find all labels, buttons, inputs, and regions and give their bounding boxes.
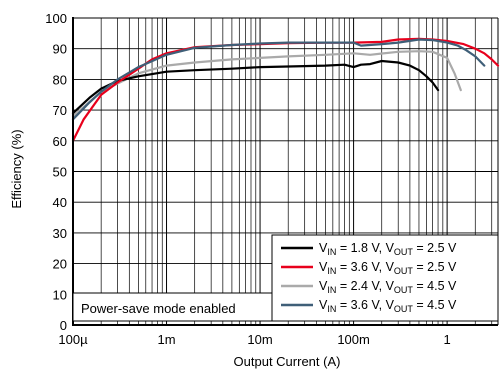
legend-label-subscript: OUT (394, 304, 414, 314)
annotation-text: Power-save mode enabled (81, 301, 236, 316)
y-tick-label: 20 (53, 257, 67, 272)
legend-label-part: = 4.5 V (413, 298, 457, 312)
y-tick-label: 60 (53, 134, 67, 149)
legend-label: VIN = 1.8 V, VOUT = 2.5 V (319, 241, 457, 257)
legend-label-part: V (319, 279, 328, 293)
legend-label-subscript: OUT (394, 247, 414, 257)
legend-label-subscript: IN (327, 304, 336, 314)
y-tick-label: 70 (53, 103, 67, 118)
y-axis-label: Efficiency (%) (9, 129, 24, 208)
x-tick-label: 1m (157, 332, 175, 347)
series-line (71, 38, 486, 121)
legend-label-subscript: IN (327, 266, 336, 276)
x-axis-label: Output Current (A) (234, 354, 341, 369)
y-tick-label: 40 (53, 195, 67, 210)
x-tick-label: 10m (247, 332, 272, 347)
y-tick-label: 100 (45, 11, 67, 26)
legend-label-part: = 3.6 V, V (336, 298, 394, 312)
legend-label-subscript: IN (327, 285, 336, 295)
annotation-layer: Power-save mode enabled (72, 292, 273, 322)
x-tick-label: 1 (443, 332, 450, 347)
legend-label-part: = 2.4 V, V (336, 279, 394, 293)
series-line (71, 37, 500, 142)
series-line (71, 50, 462, 118)
legend-label-part: V (319, 298, 328, 312)
y-tick-label: 80 (53, 72, 67, 87)
legend-label-part: = 3.6 V, V (336, 260, 394, 274)
legend-label: VIN = 3.6 V, VOUT = 2.5 V (319, 260, 457, 276)
legend-box (271, 234, 499, 322)
legend-label-part: V (319, 260, 328, 274)
legend-label-subscript: OUT (394, 266, 414, 276)
legend-label-part: = 1.8 V, V (336, 241, 394, 255)
x-tick-label: 100m (337, 332, 370, 347)
legend-label-subscript: OUT (394, 285, 414, 295)
legend-label: VIN = 2.4 V, VOUT = 4.5 V (319, 279, 457, 295)
annotation-box (72, 292, 273, 322)
series-layer (71, 37, 500, 142)
y-tick-label: 50 (53, 165, 67, 180)
x-tick-label: 100µ (58, 332, 88, 347)
legend-label-part: = 2.5 V (413, 241, 457, 255)
legend-label-part: = 4.5 V (413, 279, 457, 293)
series-line (71, 59, 440, 115)
y-tick-label: 10 (53, 287, 67, 302)
legend-label-subscript: IN (327, 247, 336, 257)
legend-label-part: = 2.5 V (413, 260, 457, 274)
y-tick-label: 30 (53, 226, 67, 241)
y-tick-label: 0 (60, 318, 67, 333)
y-tick-label: 90 (53, 42, 67, 57)
axis-layer: 0 10 20 30 40 50 60 70 80 90 100 100µ 1m 10m 100m 1 (45, 11, 498, 347)
legend-label: VIN = 3.6 V, VOUT = 4.5 V (319, 298, 457, 314)
legend-label-part: V (319, 241, 328, 255)
